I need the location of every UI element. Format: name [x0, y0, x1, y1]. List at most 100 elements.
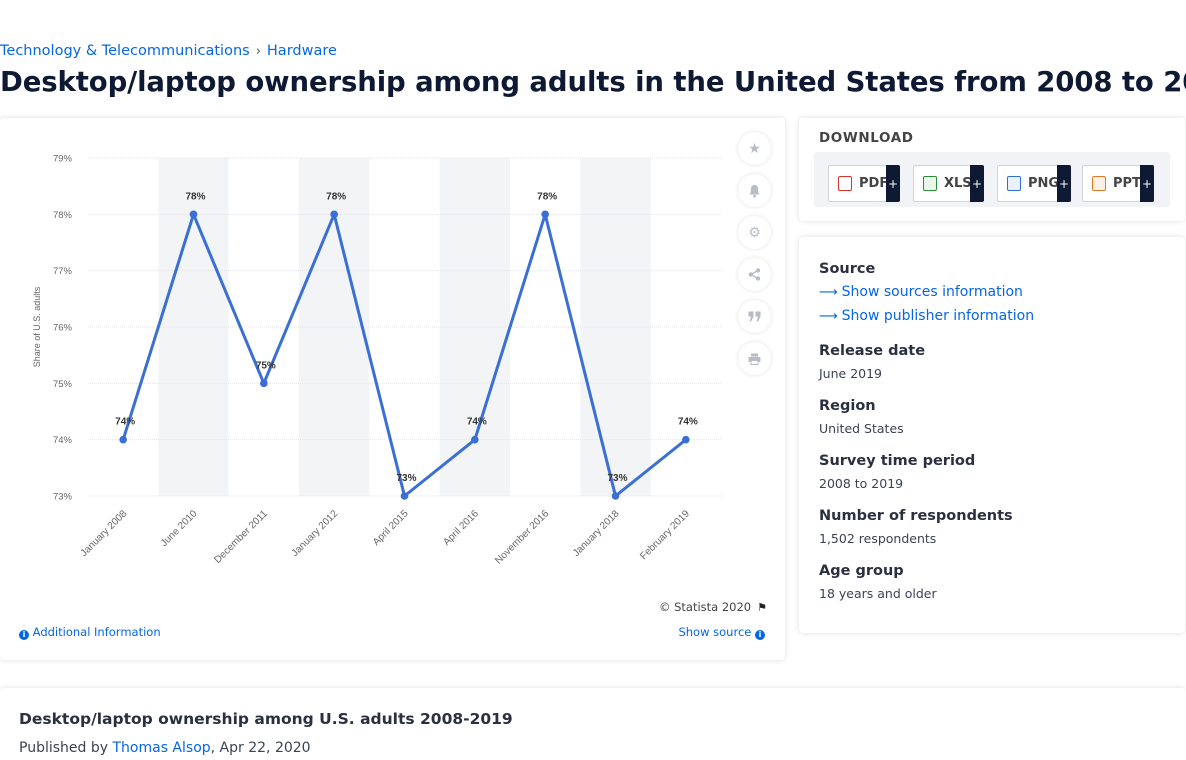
show-sources-link[interactable]: ⟶ Show sources information [819, 284, 1023, 300]
page-title: Desktop/laptop ownership among adults in… [0, 66, 1186, 98]
download-pdf-button[interactable]: PDF + [828, 165, 900, 202]
release-date-label: Release date [819, 343, 926, 359]
show-sources-label: Show sources information [841, 284, 1023, 300]
copyright-text: © Statista 2020 [658, 600, 752, 614]
download-format-label: XLS [944, 176, 972, 191]
x-tick-label: January 2018 [571, 508, 622, 559]
region-label: Region [819, 398, 876, 414]
flag-icon[interactable]: ⚑ [757, 601, 767, 614]
plus-icon: + [886, 165, 900, 202]
additional-information-label: Additional Information [32, 625, 161, 639]
download-format-label: PPT [1113, 176, 1141, 191]
x-tick-label: April 2016 [441, 508, 481, 548]
data-label: 75% [256, 360, 276, 371]
age-group-value: 18 years and older [819, 586, 937, 601]
data-label: 74% [678, 417, 698, 428]
download-format-label: PDF [859, 176, 889, 191]
download-format-label: PNG [1028, 176, 1060, 191]
data-point [400, 492, 409, 500]
arrow-right-icon: ⟶ [819, 309, 838, 324]
data-point [330, 210, 338, 219]
y-tick-label: 75% [53, 379, 73, 390]
data-label: 74% [467, 417, 487, 428]
x-tick-label: January 2012 [290, 508, 341, 559]
data-point [682, 435, 690, 444]
pdf-file-icon [838, 176, 852, 191]
author-link[interactable]: Thomas Alsop [112, 740, 211, 756]
breadcrumb-separator: › [255, 44, 261, 59]
star-icon[interactable]: ★ [738, 132, 771, 165]
ppt-file-icon [1092, 176, 1106, 191]
y-tick-label: 79% [53, 154, 73, 165]
info-icon: i [19, 630, 29, 640]
plus-icon: + [1140, 165, 1154, 202]
x-tick-label: January 2008 [79, 508, 130, 559]
respondents-label: Number of respondents [819, 508, 1013, 524]
x-tick-label: February 2019 [638, 508, 692, 562]
png-file-icon [1007, 176, 1021, 191]
download-ppt-button[interactable]: PPT + [1082, 165, 1154, 202]
download-title: DOWNLOAD [819, 130, 914, 146]
share-icon[interactable] [738, 258, 771, 291]
download-card: DOWNLOAD PDF + XLS + PNG + PPT + [799, 118, 1185, 221]
show-publisher-link[interactable]: ⟶ Show publisher information [819, 308, 1034, 324]
publication-date: , Apr 22, 2020 [210, 740, 311, 756]
bell-icon[interactable] [738, 174, 771, 207]
plus-icon: + [1057, 165, 1071, 202]
data-point [541, 210, 549, 219]
survey-period-value: 2008 to 2019 [819, 476, 904, 491]
download-png-button[interactable]: PNG + [997, 165, 1071, 202]
quote-icon[interactable] [738, 300, 771, 333]
breadcrumb-item-hardware[interactable]: Hardware [266, 43, 337, 59]
info-icon: i [755, 630, 765, 640]
publication-title: Desktop/laptop ownership among U.S. adul… [19, 710, 513, 728]
breadcrumb-item-technology[interactable]: Technology & Telecommunications [0, 43, 250, 59]
data-label: 78% [537, 191, 557, 202]
arrow-right-icon: ⟶ [819, 285, 838, 300]
data-label: 73% [396, 473, 416, 484]
show-publisher-label: Show publisher information [841, 308, 1035, 324]
show-source-link[interactable]: Show source i [678, 625, 765, 640]
x-tick-label: December 2011 [212, 508, 270, 566]
x-tick-label: June 2010 [159, 508, 200, 549]
data-label: 73% [607, 473, 627, 484]
y-tick-label: 74% [53, 435, 73, 446]
y-axis-title: Share of U.S. adults [32, 286, 42, 367]
chart-copyright: © Statista 2020 ⚑ [659, 600, 767, 614]
x-tick-label: November 2016 [493, 508, 551, 566]
show-source-label: Show source [678, 625, 752, 639]
data-point [189, 210, 198, 219]
data-label: 78% [185, 191, 205, 202]
data-point [471, 435, 479, 444]
age-group-label: Age group [819, 563, 904, 579]
publication-card: Desktop/laptop ownership among U.S. adul… [0, 688, 1186, 760]
data-label: 74% [115, 417, 135, 428]
data-point [260, 379, 268, 388]
chart-toolbar: ★ ⚙ [738, 132, 772, 384]
gear-icon[interactable]: ⚙ [738, 216, 771, 249]
statistic-details-card: Source ⟶ Show sources information ⟶ Show p… [799, 237, 1185, 633]
print-icon[interactable] [738, 342, 771, 375]
survey-period-label: Survey time period [819, 453, 976, 469]
x-tick-label: April 2015 [371, 508, 411, 548]
data-label: 78% [326, 191, 346, 202]
y-tick-label: 73% [53, 492, 73, 503]
source-label: Source [819, 261, 876, 277]
data-point [611, 492, 620, 500]
published-by-prefix: Published by [19, 740, 109, 756]
release-date-value: June 2019 [819, 366, 883, 381]
additional-information-link[interactable]: i Additional Information [19, 625, 161, 640]
publication-byline: Published by Thomas Alsop, Apr 22, 2020 [19, 740, 311, 756]
y-tick-label: 78% [53, 210, 73, 221]
download-formats: PDF + XLS + PNG + PPT + [814, 152, 1170, 207]
y-tick-label: 77% [53, 266, 73, 277]
y-tick-label: 76% [53, 323, 73, 334]
respondents-value: 1,502 respondents [819, 531, 937, 546]
chart-card: 73% 74% 75% 76% 77% 78% 79% Share of U.S. adult… [0, 118, 785, 660]
breadcrumb: Technology & Telecommunications › Hardware [0, 43, 337, 59]
xls-file-icon [923, 176, 937, 191]
plus-icon: + [970, 165, 984, 202]
region-value: United States [819, 421, 904, 436]
download-xls-button[interactable]: XLS + [913, 165, 984, 202]
data-point [119, 435, 127, 444]
